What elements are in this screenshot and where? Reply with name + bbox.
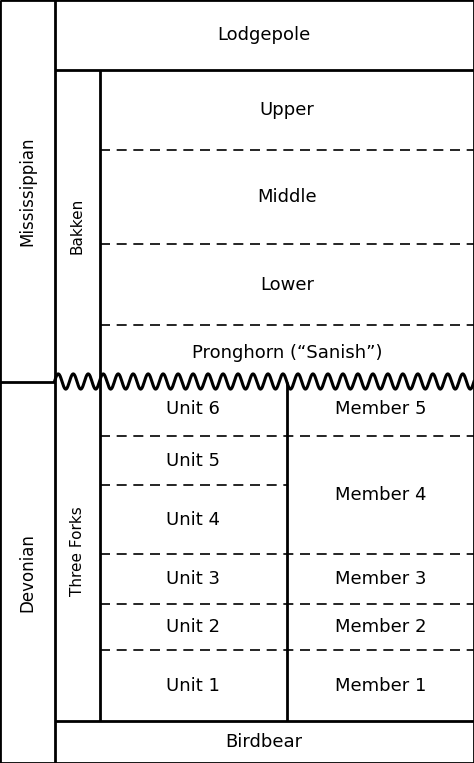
- Text: Middle: Middle: [257, 188, 317, 206]
- Text: Member 5: Member 5: [335, 400, 426, 418]
- Text: Member 2: Member 2: [335, 618, 426, 636]
- Text: Devonian: Devonian: [18, 533, 36, 612]
- Text: Lower: Lower: [260, 275, 314, 294]
- Text: Bakken: Bakken: [70, 198, 84, 254]
- Text: Unit 4: Unit 4: [166, 510, 220, 529]
- Text: Lodgepole: Lodgepole: [218, 26, 311, 44]
- Text: Birdbear: Birdbear: [226, 733, 303, 751]
- Text: Unit 5: Unit 5: [166, 452, 220, 470]
- Text: Member 1: Member 1: [335, 677, 426, 694]
- Text: Unit 6: Unit 6: [166, 400, 220, 418]
- Text: Member 3: Member 3: [335, 570, 426, 588]
- Text: Member 4: Member 4: [335, 486, 426, 504]
- Text: Upper: Upper: [259, 101, 314, 119]
- Text: Pronghorn (“Sanish”): Pronghorn (“Sanish”): [191, 344, 382, 362]
- Text: Unit 3: Unit 3: [166, 570, 220, 588]
- Text: Unit 2: Unit 2: [166, 618, 220, 636]
- Text: Three Forks: Three Forks: [70, 507, 84, 596]
- Text: Mississippian: Mississippian: [18, 136, 36, 246]
- Text: Unit 1: Unit 1: [166, 677, 220, 694]
